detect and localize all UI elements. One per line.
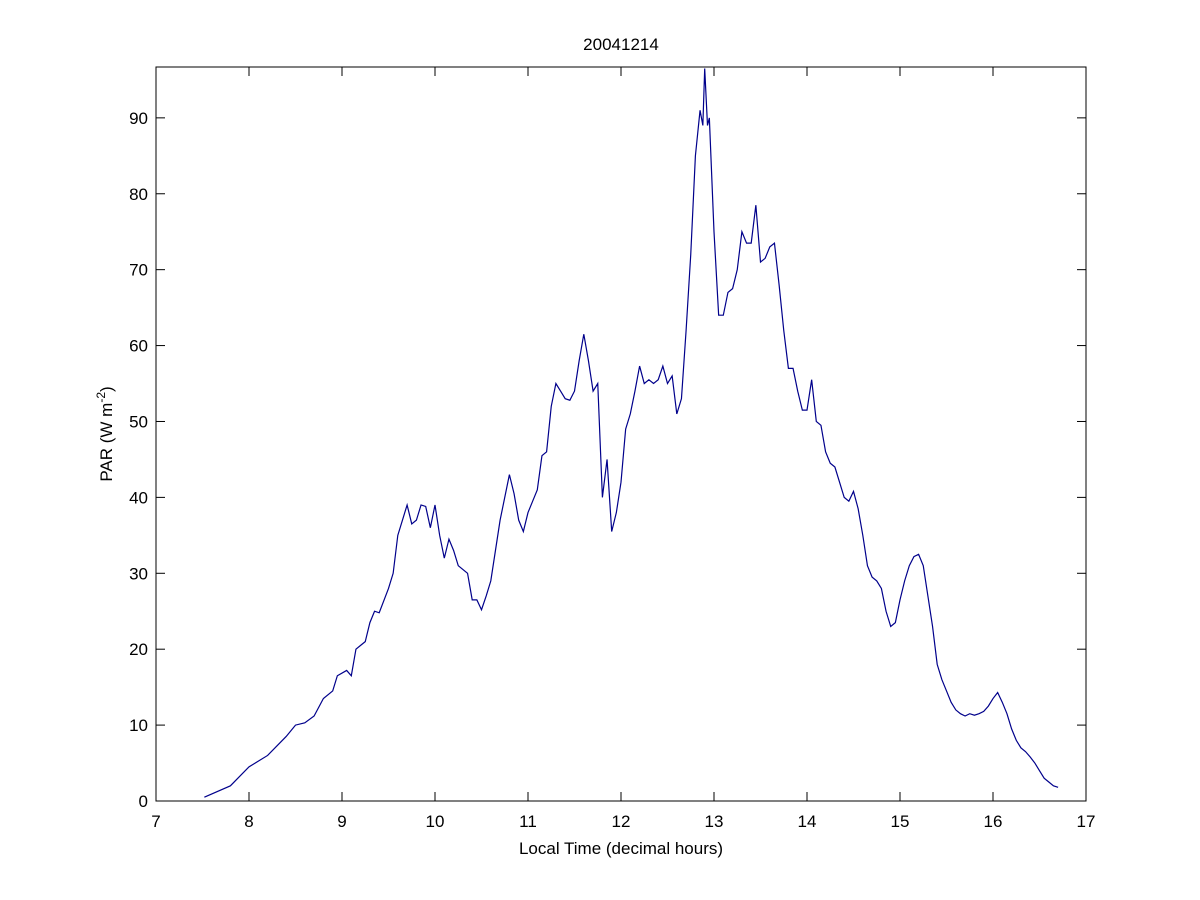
y-tick-label: 10: [129, 716, 148, 735]
x-tick-label: 17: [1077, 812, 1096, 831]
x-tick-label: 14: [798, 812, 817, 831]
x-tick-label: 7: [151, 812, 160, 831]
y-axis-label-main: PAR (W m: [97, 403, 116, 482]
y-tick-label: 90: [129, 109, 148, 128]
x-tick-label: 9: [337, 812, 346, 831]
y-tick-label: 80: [129, 185, 148, 204]
y-axis-label-tail: ): [97, 386, 116, 392]
x-tick-label: 16: [984, 812, 1003, 831]
x-tick-label: 15: [891, 812, 910, 831]
y-tick-label: 40: [129, 488, 148, 507]
y-tick-label: 70: [129, 261, 148, 280]
x-tick-label: 11: [519, 812, 537, 831]
y-tick-label: 0: [139, 792, 148, 811]
y-tick-label: 60: [129, 337, 148, 356]
y-tick-label: 30: [129, 564, 148, 583]
y-axis-label: PAR (W m-2): [94, 386, 116, 481]
x-tick-label: 10: [426, 812, 445, 831]
y-tick-label: 50: [129, 412, 148, 431]
x-tick-label: 12: [612, 812, 631, 831]
y-tick-label: 20: [129, 640, 148, 659]
plot-box: [155, 66, 1087, 802]
y-axis-label-sup: -2: [94, 392, 108, 403]
x-tick-label: 8: [244, 812, 253, 831]
x-axis-label: Local Time (decimal hours): [519, 839, 723, 858]
data-line: [204, 68, 1059, 798]
chart-title: 20041214: [583, 35, 659, 54]
x-tick-label: 13: [705, 812, 724, 831]
